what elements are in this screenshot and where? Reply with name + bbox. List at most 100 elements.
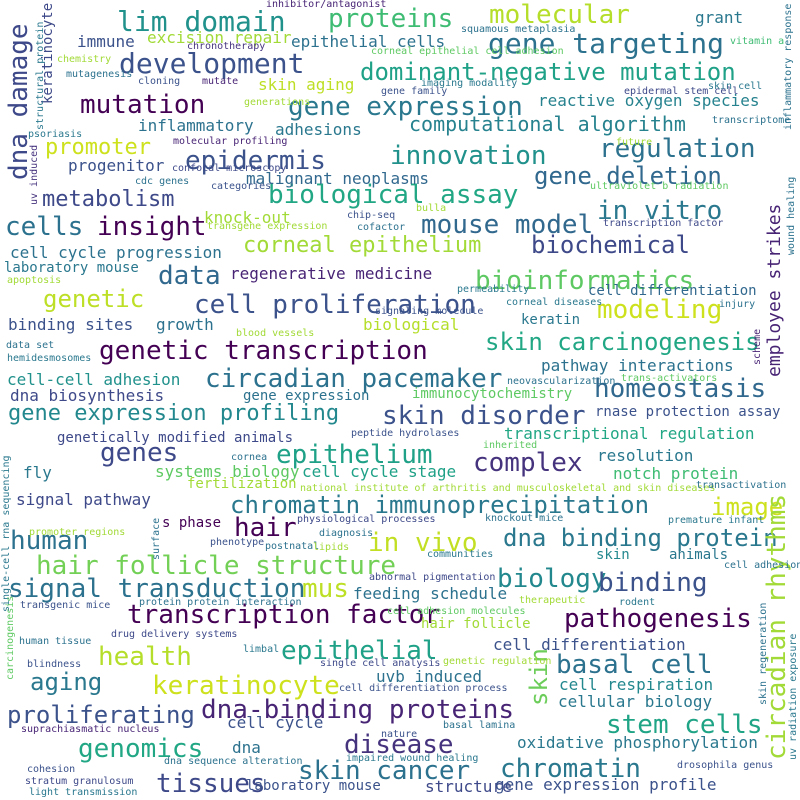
word: resolution <box>597 446 694 465</box>
word: cellular biology <box>558 692 713 711</box>
word: diagnosis <box>319 528 374 539</box>
word: growth <box>156 315 214 334</box>
word: hemidesmosomes <box>7 353 92 364</box>
word: basal lamina <box>443 720 516 731</box>
word: notch protein <box>613 464 739 483</box>
word: structure <box>425 777 512 796</box>
word: animals <box>669 547 729 563</box>
word: s phase <box>162 515 222 531</box>
word: blindness <box>27 659 82 670</box>
word: feeding schedule <box>353 584 508 603</box>
word: complex <box>473 448 583 478</box>
word: skin cancer <box>298 756 471 786</box>
word: abnormal pigmentation <box>369 572 496 583</box>
word: circadian pacemaker <box>205 364 503 394</box>
word: binding sites <box>8 315 134 334</box>
word: rodent <box>619 597 656 608</box>
word: cell proliferation <box>194 290 476 320</box>
word: wound healing <box>786 176 797 255</box>
word: promoter regions <box>29 527 126 538</box>
word: generations <box>244 97 311 108</box>
word: human tissue <box>19 636 92 647</box>
word: homeostasis <box>594 374 767 404</box>
word: structural protein <box>35 21 46 130</box>
word: single cell analysis <box>320 658 441 669</box>
word: cdc genes <box>135 176 190 187</box>
word: immune <box>77 32 135 51</box>
word: systems biology <box>155 462 300 481</box>
word: hair follicle structure <box>36 551 397 581</box>
word: cloning <box>138 76 181 87</box>
word: reactive oxygen species <box>538 91 760 110</box>
word: adhesions <box>275 120 362 139</box>
word: cell respiration <box>559 675 714 694</box>
word: data <box>158 261 221 291</box>
word: dna-binding proteins <box>201 695 515 725</box>
word: epidermis <box>185 146 326 176</box>
word: skin carcinogenesis <box>485 328 760 356</box>
word: bioinformatics <box>475 266 695 296</box>
word: keratinocyte <box>152 671 340 701</box>
word: corneal epithelium <box>243 233 482 258</box>
word: apoptosis <box>7 275 62 286</box>
word: modeling <box>597 295 723 325</box>
word: light transmission <box>29 787 138 798</box>
word: squamous metaplasia <box>461 24 576 35</box>
word: biological assay <box>268 180 519 210</box>
word: transgenic mice <box>20 600 111 611</box>
word: genomics <box>78 734 204 764</box>
word: communities <box>427 549 494 560</box>
word: chemistry <box>57 54 112 65</box>
word: epidermal stem cell <box>624 86 739 97</box>
word: inherited <box>483 440 538 451</box>
word: human <box>10 526 89 556</box>
word: malignant neoplasms <box>246 169 430 188</box>
word: cornea <box>231 452 268 463</box>
word: premature infant <box>668 515 765 526</box>
word: national institute of arthritis and musc… <box>300 483 716 494</box>
word: skin cell <box>708 81 763 92</box>
word: binding <box>598 568 708 598</box>
word: fertilization <box>187 476 297 492</box>
word: phenotype <box>210 537 265 548</box>
word: transcription factor <box>127 600 441 630</box>
word: health <box>98 642 192 672</box>
word: gene expression <box>243 388 370 404</box>
word: chip-seq <box>347 210 396 221</box>
word: development <box>119 47 305 80</box>
word: mutation <box>80 90 206 120</box>
word: peptide hydrolases <box>351 428 460 439</box>
word: mouse model <box>421 210 594 240</box>
word: proliferating <box>7 701 195 729</box>
word: rnase protection assay <box>595 404 781 420</box>
word: carcinogenesis <box>5 595 16 680</box>
word: chronotherapy <box>187 41 266 52</box>
word: therapeutic <box>519 595 586 606</box>
word: cell differentiation process <box>339 683 508 694</box>
word: mutate <box>202 76 239 87</box>
word: proteins <box>328 4 454 34</box>
word: epithelial <box>281 636 438 666</box>
word: skin regeneration <box>758 602 769 705</box>
word: transgene expression <box>207 221 328 232</box>
word: transactivation <box>696 480 787 491</box>
word: single-cell rna sequencing <box>1 455 12 612</box>
word: excision repair <box>147 28 292 47</box>
word: biological <box>363 315 460 334</box>
word: regulation <box>599 134 756 164</box>
word: limbal <box>243 644 280 655</box>
word: oxidative phosphorylation <box>517 733 758 752</box>
word: dna binding protein <box>503 524 778 552</box>
word: inflammatory response <box>783 3 794 130</box>
word: molecular profiling <box>173 136 288 147</box>
word: blood vessels <box>236 328 315 339</box>
word: fly <box>23 463 52 482</box>
word: signal transduction <box>8 574 306 604</box>
word: inflammatory <box>138 116 254 135</box>
word: skin <box>596 547 630 563</box>
word: pathogenesis <box>564 604 752 634</box>
word: protein protein interaction <box>139 597 302 608</box>
word: knockout mice <box>485 513 564 524</box>
word: tissues <box>156 769 266 799</box>
